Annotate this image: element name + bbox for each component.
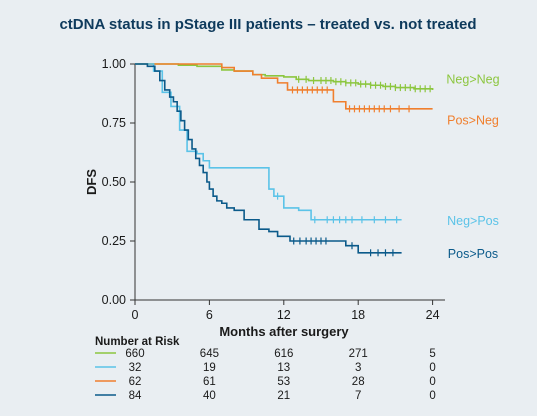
y-tick-label: 0.25 <box>102 234 126 248</box>
risk-table-title: Number at Risk <box>95 336 180 348</box>
y-tick-label: 1.00 <box>102 57 126 71</box>
risk-value: 271 <box>349 348 368 360</box>
risk-value: 7 <box>355 390 361 402</box>
risk-value: 5 <box>429 348 435 360</box>
series-label: Pos>Neg <box>447 114 499 128</box>
y-tick-label: 0.75 <box>102 116 126 130</box>
x-axis-title: Months after surgery <box>219 324 349 339</box>
risk-value: 61 <box>203 376 216 388</box>
risk-value: 0 <box>429 362 435 374</box>
y-tick-label: 0.50 <box>102 175 126 189</box>
series-line-neg-to-pos <box>135 63 402 221</box>
risk-value: 0 <box>429 390 435 402</box>
series-line-neg-to-neg <box>135 63 434 90</box>
risk-value: 53 <box>277 376 290 388</box>
series-label: Neg>Neg <box>446 72 499 86</box>
x-tick-label: 18 <box>351 308 365 322</box>
y-tick-label: 0.00 <box>102 293 126 307</box>
x-tick-label: 0 <box>132 308 139 322</box>
risk-value: 19 <box>203 362 216 374</box>
risk-value: 660 <box>125 348 144 360</box>
risk-value: 0 <box>429 376 435 388</box>
risk-value: 62 <box>129 376 142 388</box>
plot-area: 0.00 0.25 0.50 0.75 1.00 0 6 12 18 24 Neg>Neg Pos>N… <box>102 57 500 322</box>
risk-value: 645 <box>200 348 219 360</box>
risk-value: 28 <box>352 376 365 388</box>
series-label: Pos>Pos <box>448 247 498 261</box>
risk-value: 616 <box>274 348 293 360</box>
risk-value: 3 <box>355 362 361 374</box>
chart-title: ctDNA status in pStage III patients – tr… <box>59 16 476 33</box>
x-tick-label: 12 <box>277 308 291 322</box>
risk-value: 84 <box>129 390 142 402</box>
series-label: Neg>Pos <box>447 214 499 228</box>
risk-value: 32 <box>129 362 142 374</box>
series-line-pos-to-pos <box>135 63 402 254</box>
risk-table: Number at Risk 660 645 616 271 5 32 19 13 3 0 62 61… <box>95 336 436 402</box>
risk-value: 21 <box>277 390 290 402</box>
risk-value: 40 <box>203 390 216 402</box>
x-tick-label: 6 <box>206 308 213 322</box>
y-axis-title: DFS <box>84 169 99 195</box>
x-tick-label: 24 <box>426 308 440 322</box>
series-line-pos-to-neg <box>135 63 433 110</box>
risk-value: 13 <box>277 362 290 374</box>
